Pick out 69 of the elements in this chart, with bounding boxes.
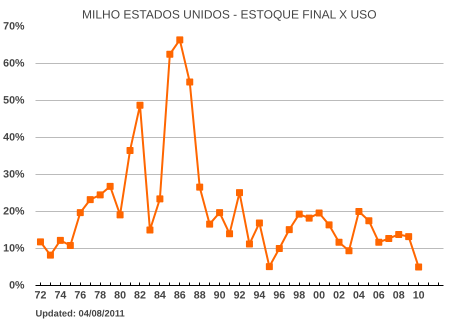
x-tick-label: 74 [54, 290, 66, 302]
point [256, 219, 263, 226]
point [56, 236, 64, 244]
x-tick-label: 78 [94, 290, 106, 302]
x-tick-label: 94 [253, 290, 266, 302]
x-tick-label: 00 [313, 290, 326, 302]
x-tick-label: 10 [412, 290, 425, 302]
point [146, 226, 154, 234]
chart-title: MILHO ESTADOS UNIDOS - ESTOQUE FINAL X USO [82, 8, 377, 22]
x-tick-label: 92 [234, 290, 246, 302]
y-tick-label: 20% [3, 206, 26, 218]
x-tick-label: 98 [293, 290, 306, 302]
point [345, 247, 352, 254]
y-tick-label: 0% [9, 280, 26, 292]
y-tick-label: 40% [3, 132, 26, 144]
point [405, 233, 412, 240]
point [36, 238, 44, 246]
x-tick-label: 82 [134, 290, 146, 302]
point [46, 252, 54, 259]
point [206, 220, 214, 228]
x-tick-label: 76 [74, 290, 86, 302]
point [116, 211, 124, 218]
point [266, 263, 273, 270]
point [96, 191, 104, 198]
point [166, 50, 174, 58]
point [176, 36, 184, 44]
x-tick-label: 06 [372, 290, 385, 302]
point [236, 189, 243, 196]
point [76, 209, 84, 216]
point [156, 195, 164, 202]
x-tick-label: 90 [214, 290, 226, 302]
point [86, 196, 94, 204]
x-tick-label: 96 [273, 290, 286, 302]
point [246, 240, 253, 248]
point [216, 209, 224, 216]
y-tick-label: 10% [3, 242, 26, 254]
point [226, 230, 234, 238]
x-tick-label: 02 [333, 290, 346, 302]
x-tick-label: 80 [114, 290, 126, 302]
x-tick-label: 88 [194, 290, 206, 302]
y-tick-label: 50% [3, 94, 26, 106]
x-tick-label: 86 [174, 290, 186, 302]
text: Updated: 04/08/2011 [36, 308, 125, 318]
point [385, 235, 392, 242]
y-tick-label: 30% [3, 168, 26, 180]
y-tick-label: 60% [3, 58, 26, 70]
point [126, 146, 134, 154]
point [336, 238, 343, 246]
x-tick-label: 72 [34, 290, 46, 302]
x-tick-label: 84 [154, 290, 166, 302]
point [365, 217, 372, 224]
point [326, 221, 333, 228]
x-tick-label: 04 [352, 290, 365, 302]
x-tick-label: 08 [392, 290, 405, 302]
point [66, 242, 74, 250]
point [316, 209, 323, 216]
point [355, 208, 362, 215]
point [415, 264, 422, 270]
point [196, 184, 204, 191]
point [306, 214, 313, 222]
point [375, 238, 382, 246]
point [186, 78, 194, 86]
point [296, 210, 303, 218]
point [276, 245, 283, 252]
point [395, 230, 402, 238]
point [136, 102, 144, 109]
y-tick-label: 70% [3, 20, 26, 32]
point [286, 226, 293, 234]
point [106, 182, 114, 190]
